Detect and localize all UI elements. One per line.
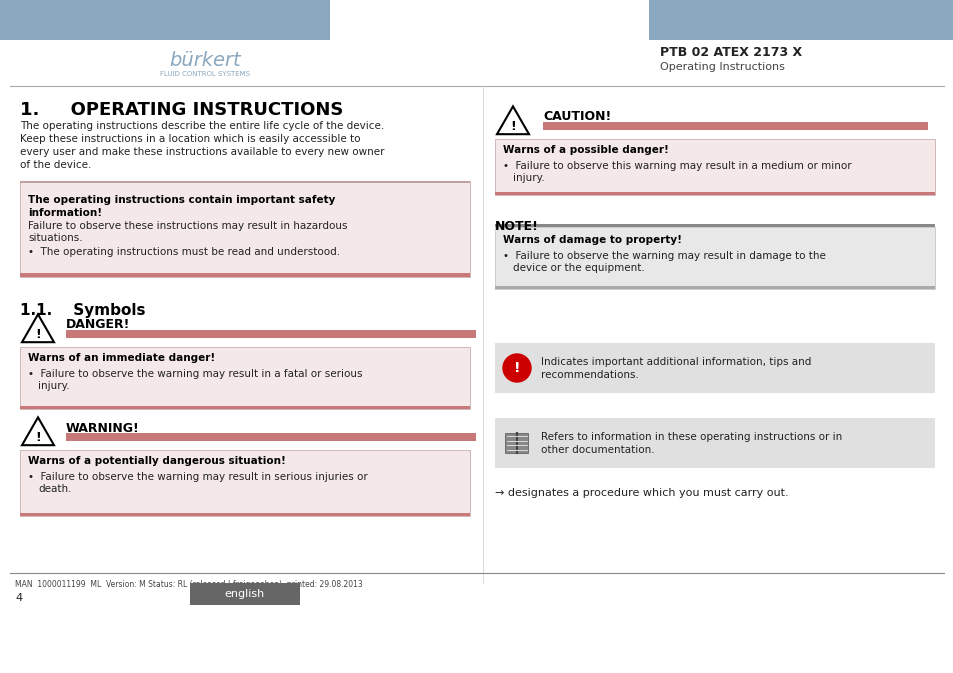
- Bar: [20, 273, 470, 277]
- Bar: [495, 224, 934, 227]
- Text: The operating instructions describe the entire life cycle of the device.: The operating instructions describe the …: [20, 121, 384, 131]
- Text: •  Failure to observe the warning may result in damage to the: • Failure to observe the warning may res…: [502, 251, 825, 261]
- Bar: [495, 192, 934, 195]
- Text: Failure to observe these instructions may result in hazardous: Failure to observe these instructions ma…: [28, 221, 347, 231]
- Text: injury.: injury.: [38, 381, 70, 391]
- Bar: [20, 347, 470, 409]
- Text: NOTE!: NOTE!: [495, 220, 538, 233]
- Text: recommendations.: recommendations.: [540, 370, 639, 380]
- Text: injury.: injury.: [513, 173, 544, 183]
- Polygon shape: [22, 417, 54, 445]
- Bar: [20, 181, 470, 183]
- Text: •  The operating instructions must be read and understood.: • The operating instructions must be rea…: [28, 247, 340, 257]
- Text: situations.: situations.: [28, 233, 83, 243]
- Text: 4: 4: [15, 593, 22, 603]
- Text: The operating instructions contain important safety: The operating instructions contain impor…: [28, 195, 335, 205]
- Text: Operating Instructions: Operating Instructions: [659, 62, 784, 72]
- Bar: [20, 181, 470, 277]
- Bar: [0, 0, 330, 40]
- Bar: [504, 433, 516, 453]
- Text: !: !: [514, 361, 519, 375]
- Bar: [20, 406, 470, 409]
- Text: •  Failure to observe this warning may result in a medium or minor: • Failure to observe this warning may re…: [502, 161, 851, 171]
- Text: Keep these instructions in a location which is easily accessible to: Keep these instructions in a location wh…: [20, 134, 360, 144]
- Bar: [495, 227, 934, 289]
- Text: Warns of a potentially dangerous situation!: Warns of a potentially dangerous situati…: [28, 456, 286, 466]
- Bar: [190, 583, 299, 605]
- Text: •  Failure to observe the warning may result in a fatal or serious: • Failure to observe the warning may res…: [28, 369, 362, 379]
- Text: !: !: [510, 120, 516, 133]
- Text: every user and make these instructions available to every new owner: every user and make these instructions a…: [20, 147, 384, 157]
- Text: Warns of a possible danger!: Warns of a possible danger!: [502, 145, 668, 155]
- Text: device or the equipment.: device or the equipment.: [513, 263, 644, 273]
- Text: •  Failure to observe the warning may result in serious injuries or: • Failure to observe the warning may res…: [28, 472, 367, 482]
- Text: death.: death.: [38, 484, 71, 494]
- Bar: [495, 343, 934, 393]
- Text: of the device.: of the device.: [20, 160, 91, 170]
- Bar: [495, 286, 934, 289]
- Bar: [20, 450, 470, 516]
- Polygon shape: [497, 106, 529, 134]
- Bar: [542, 122, 927, 130]
- Polygon shape: [22, 314, 54, 342]
- Circle shape: [502, 354, 531, 382]
- Text: information!: information!: [28, 208, 102, 218]
- Bar: [66, 433, 476, 441]
- Text: Refers to information in these operating instructions or in: Refers to information in these operating…: [540, 432, 841, 442]
- Bar: [20, 513, 470, 516]
- Text: 1.1.    Symbols: 1.1. Symbols: [20, 303, 146, 318]
- Bar: [517, 433, 527, 453]
- Text: bürkert: bürkert: [169, 50, 240, 69]
- Text: CAUTION!: CAUTION!: [542, 110, 611, 124]
- Text: FLUID CONTROL SYSTEMS: FLUID CONTROL SYSTEMS: [160, 71, 250, 77]
- Text: Warns of an immediate danger!: Warns of an immediate danger!: [28, 353, 215, 363]
- Text: !: !: [35, 431, 41, 444]
- Text: MAN  1000011199  ML  Version: M Status: RL (released | freigegeben)  printed: 29: MAN 1000011199 ML Version: M Status: RL …: [15, 580, 362, 589]
- Text: 1.     OPERATING INSTRUCTIONS: 1. OPERATING INSTRUCTIONS: [20, 101, 343, 119]
- Text: PTB 02 ATEX 2173 X: PTB 02 ATEX 2173 X: [659, 46, 801, 59]
- Text: → designates a procedure which you must carry out.: → designates a procedure which you must …: [495, 488, 788, 498]
- Bar: [648, 0, 953, 40]
- Text: WARNING!: WARNING!: [66, 421, 139, 435]
- Bar: [495, 139, 934, 195]
- Bar: [495, 418, 934, 468]
- Text: english: english: [225, 589, 265, 599]
- Text: DANGER!: DANGER!: [66, 318, 131, 332]
- Text: Indicates important additional information, tips and: Indicates important additional informati…: [540, 357, 810, 367]
- Text: !: !: [35, 328, 41, 341]
- Text: other documentation.: other documentation.: [540, 445, 654, 455]
- Text: Warns of damage to property!: Warns of damage to property!: [502, 235, 681, 245]
- Bar: [66, 330, 476, 338]
